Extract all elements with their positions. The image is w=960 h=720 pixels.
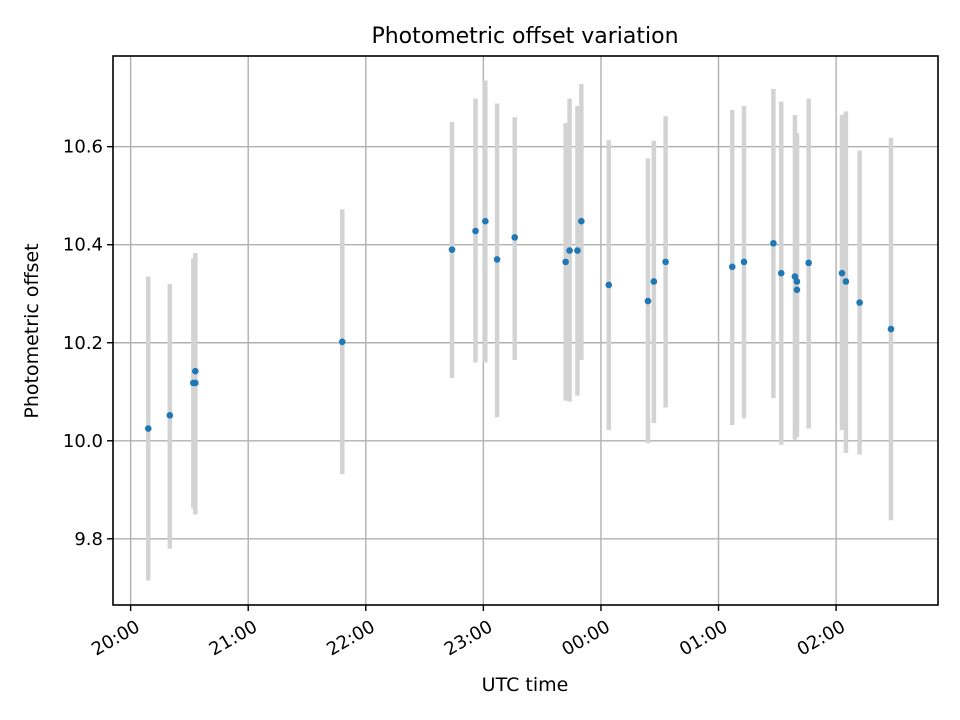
data-point [740,258,748,266]
x-tick-label: 21:00 [206,616,261,660]
grid-lines [113,56,938,605]
y-tick-label: 10.2 [63,333,103,354]
error-bars [146,80,894,581]
data-point [605,281,613,289]
x-tick-label: 22:00 [323,616,378,660]
data-point [448,246,456,253]
y-tick-label: 10.6 [63,137,103,158]
data-point [574,247,581,254]
data-point [770,239,777,247]
x-tick-label: 01:00 [676,616,731,660]
data-point [805,259,812,267]
data-point [566,247,573,254]
x-tick-label: 20:00 [88,616,143,660]
x-tick-label: 00:00 [558,616,613,660]
data-point [777,269,785,277]
y-tick-label: 10.4 [63,235,103,256]
data-point [578,217,585,225]
data-point [166,412,174,419]
data-point [856,299,863,306]
data-point [644,297,652,305]
chart-title: Photometric offset variation [371,24,678,49]
data-point [493,256,501,263]
data-point [842,278,850,285]
data-point [793,286,801,294]
x-tick-label: 02:00 [794,616,849,660]
data-point [482,217,489,225]
y-axis-label: Photometric offset [21,243,43,418]
x-axis-label: UTC time [482,674,569,696]
data-point [192,379,199,387]
y-tick-label: 9.8 [74,529,103,550]
data-point [793,278,801,285]
data-point [338,338,346,346]
data-point [887,325,895,333]
data-points [144,217,895,432]
plot-frame [112,55,939,606]
data-point [662,258,669,266]
data-point [562,258,569,266]
data-point [192,367,199,375]
x-tick-label: 23:00 [441,616,496,660]
y-tick-label: 10.0 [63,431,103,452]
data-point [728,263,736,271]
data-point [472,227,479,235]
data-point [144,425,152,432]
data-point [650,278,658,285]
data-point [838,269,846,277]
data-point [511,234,519,241]
